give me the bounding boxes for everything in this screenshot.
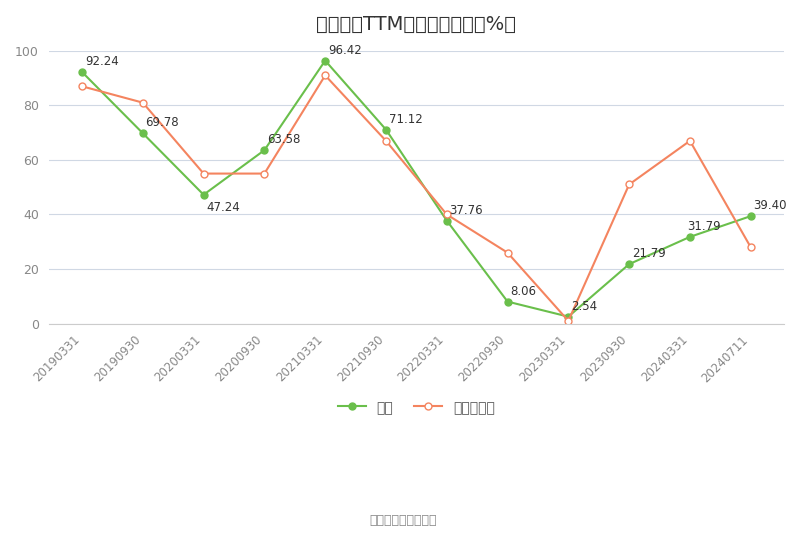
- 公司: [77, 69, 87, 75]
- Text: 47.24: 47.24: [207, 201, 240, 215]
- Title: 市盈率（TTM）历史百分位（%）: 市盈率（TTM）历史百分位（%）: [316, 15, 516, 34]
- Line: 行业中位数: 行业中位数: [78, 72, 755, 324]
- 公司: [503, 298, 512, 305]
- Text: 37.76: 37.76: [449, 204, 483, 217]
- 公司: [625, 261, 634, 268]
- Text: 21.79: 21.79: [632, 247, 666, 260]
- 行业中位数: [199, 170, 208, 177]
- 行业中位数: [77, 83, 87, 90]
- 公司: [260, 147, 270, 153]
- 行业中位数: [381, 138, 391, 144]
- 公司: [563, 313, 573, 320]
- 公司: [442, 217, 452, 224]
- 公司: [746, 213, 755, 219]
- 行业中位数: [442, 211, 452, 218]
- Legend: 公司, 行业中位数: 公司, 行业中位数: [332, 395, 500, 420]
- Text: 71.12: 71.12: [389, 112, 423, 126]
- Text: 31.79: 31.79: [687, 220, 721, 233]
- Text: 8.06: 8.06: [510, 284, 537, 298]
- 行业中位数: [685, 138, 695, 144]
- 行业中位数: [625, 181, 634, 188]
- 公司: [685, 234, 695, 240]
- Text: 96.42: 96.42: [328, 44, 362, 57]
- Line: 公司: 公司: [78, 57, 755, 320]
- 行业中位数: [746, 244, 755, 251]
- Text: 2.54: 2.54: [571, 300, 597, 313]
- Text: 92.24: 92.24: [85, 55, 119, 68]
- Text: 63.58: 63.58: [267, 133, 300, 146]
- 公司: [138, 130, 148, 136]
- 行业中位数: [320, 72, 330, 79]
- 公司: [199, 192, 208, 198]
- 公司: [320, 57, 330, 64]
- Text: 39.40: 39.40: [754, 199, 787, 212]
- 行业中位数: [503, 250, 512, 256]
- 行业中位数: [260, 170, 270, 177]
- 公司: [381, 126, 391, 133]
- 行业中位数: [563, 318, 573, 324]
- 行业中位数: [138, 99, 148, 106]
- Text: 数据来源：恒生聚源: 数据来源：恒生聚源: [370, 514, 437, 527]
- Text: 69.78: 69.78: [145, 116, 179, 129]
